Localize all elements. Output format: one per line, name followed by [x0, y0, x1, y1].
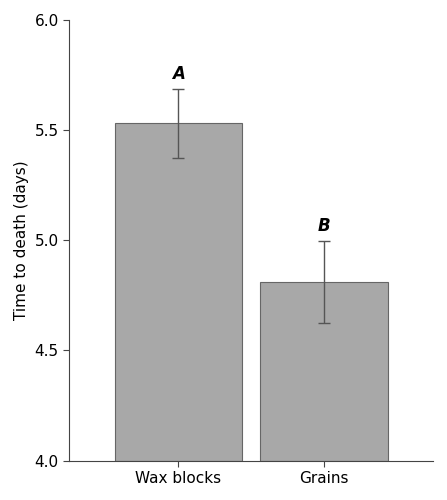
Y-axis label: Time to death (days): Time to death (days): [14, 160, 29, 320]
Bar: [114, 124, 242, 460]
Bar: [260, 282, 388, 461]
Text: B: B: [318, 217, 330, 235]
Text: A: A: [172, 64, 185, 82]
